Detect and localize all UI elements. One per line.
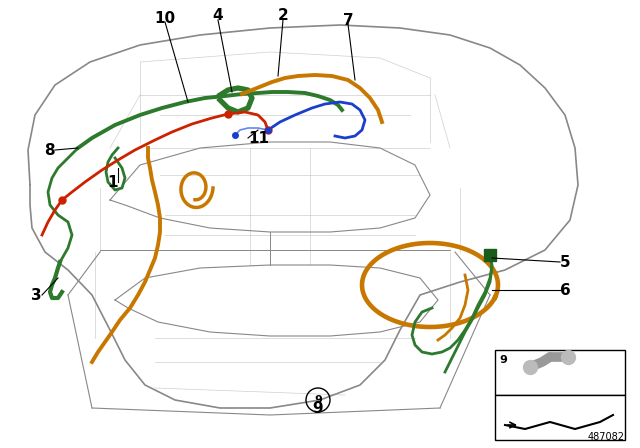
Text: 3: 3 (31, 288, 42, 302)
Text: 2: 2 (278, 8, 289, 22)
Text: 6: 6 (560, 283, 571, 297)
Text: 9: 9 (314, 395, 322, 405)
Text: 487082: 487082 (588, 432, 625, 442)
Bar (495, 350, 625, 395)
Text: 1: 1 (108, 175, 118, 190)
Text: 7: 7 (342, 13, 353, 27)
Text: 11: 11 (248, 130, 269, 146)
Text: 10: 10 (154, 10, 175, 26)
Text: 4: 4 (212, 8, 223, 22)
Text: 9: 9 (313, 401, 323, 415)
Text: 8: 8 (44, 142, 55, 158)
Text: 9: 9 (499, 355, 507, 365)
Text: 5: 5 (560, 254, 571, 270)
Bar (495, 395, 625, 440)
